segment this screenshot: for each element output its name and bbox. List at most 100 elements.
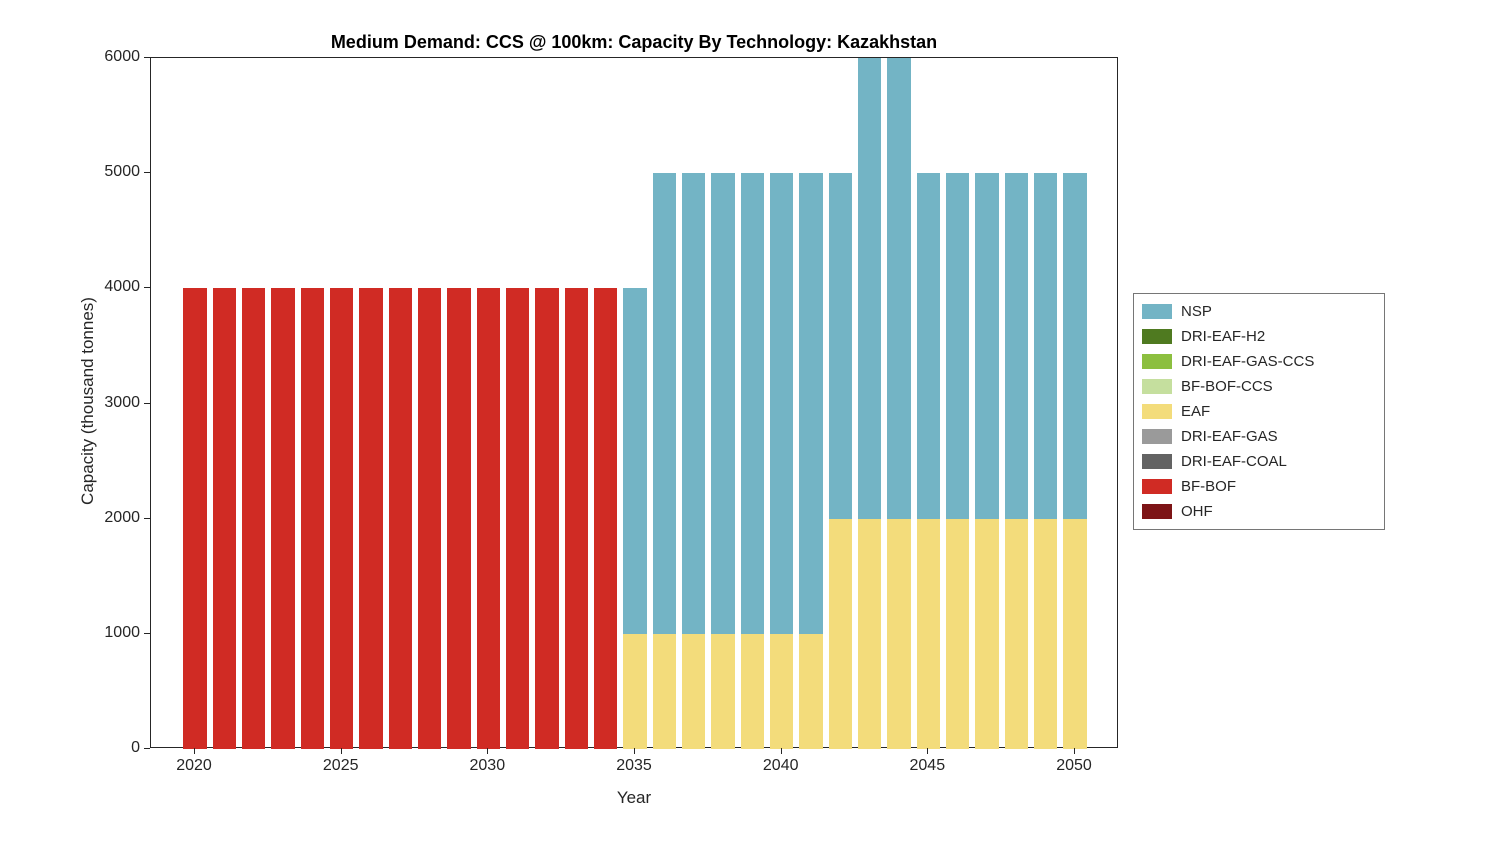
bar-segment-EAF-2039 <box>740 633 765 749</box>
bar-segment-EAF-2040 <box>769 633 794 749</box>
bar-segment-EAF-2035 <box>623 633 647 749</box>
y-tick-mark-4000 <box>144 287 150 289</box>
x-tick-mark-2045 <box>927 748 929 754</box>
x-tick-label-2045: 2045 <box>909 757 946 774</box>
y-tick-label-3000: 3000 <box>104 393 140 411</box>
bar-segment-BF-BOF-2033 <box>564 288 589 749</box>
bar-segment-EAF-2046 <box>945 518 970 749</box>
legend-item-EAF: EAF <box>1134 399 1384 424</box>
bar-segment-EAF-2050 <box>1063 518 1087 749</box>
legend-item-BF-BOF: BF-BOF <box>1134 474 1384 499</box>
plot-area <box>150 57 1118 749</box>
x-tick-label-2030: 2030 <box>469 757 506 774</box>
legend-item-OHF: OHF <box>1134 499 1384 524</box>
x-tick-label-2040: 2040 <box>762 757 799 774</box>
y-tick-label-5000: 5000 <box>104 163 140 181</box>
legend-label-BF-BOF-CCS: BF-BOF-CCS <box>1181 378 1273 395</box>
bar-segment-BF-BOF-2031 <box>505 288 530 749</box>
x-tick-label-2025: 2025 <box>322 757 359 774</box>
bar-segment-BF-BOF-2027 <box>388 288 413 749</box>
legend-label-OHF: OHF <box>1181 503 1213 520</box>
x-tick-mark-2040 <box>780 748 782 754</box>
bar-segment-BF-BOF-2028 <box>417 288 442 749</box>
y-tick-mark-2000 <box>144 517 150 519</box>
y-tick-mark-6000 <box>144 57 150 58</box>
legend: NSP DRI-EAF-H2 DRI-EAF-GAS-CCS BF-BOF-CCS EA… <box>1133 293 1385 530</box>
bar-segment-NSP-2036 <box>652 173 677 634</box>
bar-segment-EAF-2037 <box>681 633 706 749</box>
legend-item-DRI-EAF-H2: DRI-EAF-H2 <box>1134 324 1384 349</box>
bar-segment-NSP-2045 <box>916 173 941 519</box>
legend-item-DRI-EAF-COAL: DRI-EAF-COAL <box>1134 449 1384 474</box>
chart-title: Medium Demand: CCS @ 100km: Capacity By … <box>330 32 938 52</box>
legend-label-BF-BOF: BF-BOF <box>1181 478 1236 495</box>
y-tick-mark-0 <box>144 748 150 749</box>
bar-segment-EAF-2049 <box>1033 518 1058 749</box>
bar-segment-NSP-2043 <box>857 58 882 519</box>
bar-segment-BF-BOF-2021 <box>212 288 237 749</box>
bar-segment-NSP-2049 <box>1033 173 1058 519</box>
bar-segment-BF-BOF-2030 <box>476 288 501 749</box>
y-tick-label-6000: 6000 <box>104 48 140 65</box>
legend-label-DRI-EAF-GAS: DRI-EAF-GAS <box>1181 428 1278 445</box>
y-tick-mark-1000 <box>144 632 150 634</box>
y-tick-label-0: 0 <box>131 739 140 756</box>
bar-segment-BF-BOF-2032 <box>535 288 559 749</box>
legend-swatch-DRI-EAF-COAL <box>1142 454 1172 469</box>
bar-segment-NSP-2046 <box>945 173 970 519</box>
bar-segment-BF-BOF-2029 <box>447 288 471 749</box>
y-tick-mark-5000 <box>144 172 150 174</box>
bar-segment-BF-BOF-2026 <box>359 288 383 749</box>
bar-segment-NSP-2050 <box>1063 173 1087 519</box>
bar-segment-EAF-2036 <box>652 633 677 749</box>
bar-segment-NSP-2042 <box>828 173 853 519</box>
legend-label-DRI-EAF-GAS-CCS: DRI-EAF-GAS-CCS <box>1181 353 1315 370</box>
legend-label-EAF: EAF <box>1181 403 1211 420</box>
bar-segment-BF-BOF-2025 <box>329 288 354 749</box>
legend-swatch-BF-BOF-CCS <box>1142 379 1172 394</box>
x-tick-mark-2025 <box>340 748 342 754</box>
bar-segment-BF-BOF-2034 <box>593 288 618 749</box>
bar-segment-NSP-2038 <box>711 173 735 634</box>
bar-segment-BF-BOF-2020 <box>183 288 207 749</box>
bar-segment-NSP-2040 <box>769 173 794 634</box>
y-tick-label-2000: 2000 <box>104 508 140 526</box>
bar-segment-EAF-2044 <box>887 518 911 749</box>
legend-swatch-DRI-EAF-GAS <box>1142 429 1172 444</box>
bar-segment-BF-BOF-2024 <box>300 288 325 749</box>
y-tick-mark-3000 <box>144 402 150 404</box>
x-tick-mark-2050 <box>1074 748 1075 754</box>
bar-segment-NSP-2037 <box>681 173 706 634</box>
x-tick-label-2050: 2050 <box>1056 757 1092 774</box>
x-tick-mark-2020 <box>194 748 195 754</box>
bar-segment-EAF-2042 <box>828 518 853 749</box>
bar-segment-EAF-2045 <box>916 518 941 749</box>
bar-segment-NSP-2035 <box>623 288 647 634</box>
legend-label-DRI-EAF-COAL: DRI-EAF-COAL <box>1181 453 1287 470</box>
bar-segment-EAF-2047 <box>975 518 999 749</box>
bar-segment-NSP-2044 <box>887 58 911 519</box>
bar-segment-NSP-2047 <box>975 173 999 519</box>
bar-segment-BF-BOF-2023 <box>271 288 295 749</box>
bar-segment-EAF-2043 <box>857 518 882 749</box>
x-tick-label-2035: 2035 <box>616 757 652 774</box>
bar-segment-BF-BOF-2022 <box>241 288 266 749</box>
x-tick-mark-2030 <box>487 748 489 754</box>
legend-swatch-EAF <box>1142 404 1172 419</box>
legend-swatch-DRI-EAF-GAS-CCS <box>1142 354 1172 369</box>
x-axis-label: Year <box>616 788 652 807</box>
bar-segment-NSP-2041 <box>799 173 823 634</box>
y-tick-label-4000: 4000 <box>104 278 140 296</box>
legend-label-DRI-EAF-H2: DRI-EAF-H2 <box>1181 328 1266 345</box>
legend-item-DRI-EAF-GAS: DRI-EAF-GAS <box>1134 424 1384 449</box>
bar-segment-EAF-2038 <box>711 633 735 749</box>
legend-swatch-DRI-EAF-H2 <box>1142 329 1172 344</box>
y-tick-label-1000: 1000 <box>104 623 140 641</box>
legend-swatch-BF-BOF <box>1142 479 1172 494</box>
bar-segment-NSP-2039 <box>740 173 765 634</box>
x-tick-mark-2035 <box>634 748 635 754</box>
bar-segment-EAF-2041 <box>799 633 823 749</box>
legend-item-BF-BOF-CCS: BF-BOF-CCS <box>1134 374 1384 399</box>
legend-swatch-OHF <box>1142 504 1172 519</box>
